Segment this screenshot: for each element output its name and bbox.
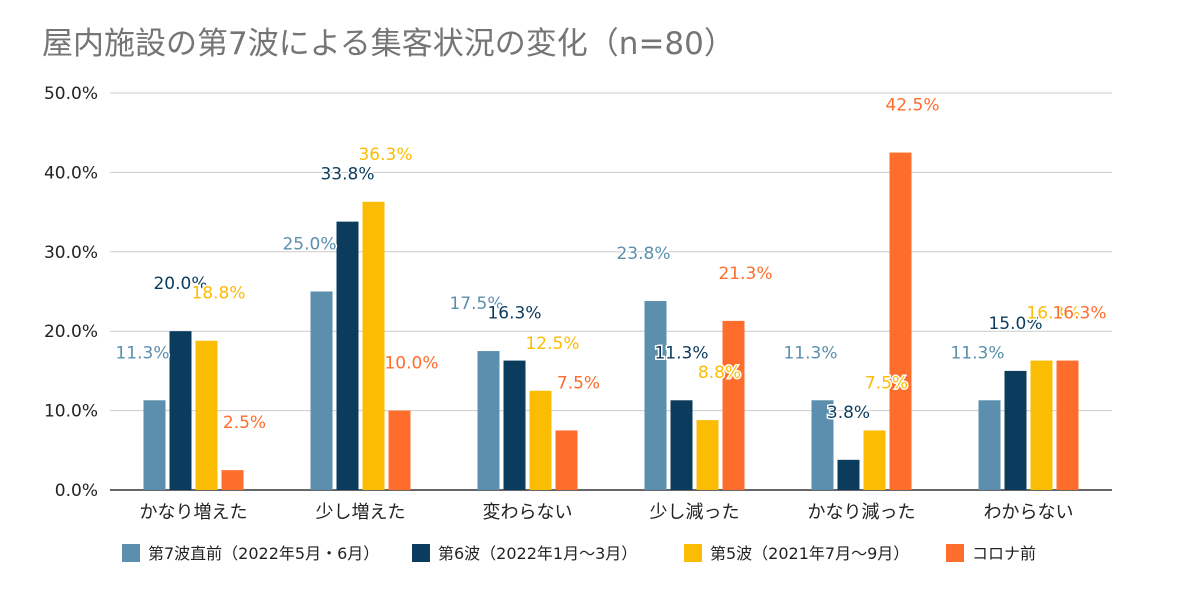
bar	[143, 400, 166, 490]
data-label: 23.8%	[616, 244, 670, 264]
data-label: 11.3%	[115, 343, 169, 363]
bar	[221, 470, 244, 490]
bar	[195, 340, 218, 490]
data-label: 18.8%	[191, 284, 245, 304]
bar	[1030, 360, 1053, 490]
bar	[310, 291, 333, 490]
legend-label: 第6波（2022年1月～3月）	[438, 544, 637, 563]
y-tick-label: 40.0%	[44, 163, 98, 183]
data-label: 11.3%	[654, 343, 708, 363]
data-label: 11.3%	[783, 343, 837, 363]
gridlines: 0.0% 10.0% 20.0% 30.0% 40.0% 50.0%	[44, 84, 1112, 501]
bar	[889, 152, 912, 491]
legend-swatch	[684, 544, 702, 562]
bar	[529, 390, 552, 490]
bar	[1056, 360, 1079, 490]
bar	[555, 430, 578, 490]
y-tick-label: 0.0%	[55, 481, 98, 501]
bar	[811, 400, 834, 490]
category-labels: かなり増えた 少し増えた 変わらない 少し減った かなり減った わからない	[140, 502, 1074, 523]
data-label: 21.3%	[718, 264, 772, 284]
category-label: かなり増えた	[140, 502, 248, 523]
category-label: わからない	[984, 502, 1074, 523]
data-label: 12.5%	[525, 334, 579, 354]
data-label: 7.5%	[557, 373, 600, 393]
data-label: 7.5%	[865, 373, 908, 393]
data-label: 36.3%	[358, 145, 412, 165]
data-label: 25.0%	[282, 235, 336, 255]
legend-swatch	[946, 544, 964, 562]
bar	[1004, 370, 1027, 490]
legend: 第7波直前（2022年5月・6月） 第6波（2022年1月～3月） 第5波（2021…	[122, 544, 1036, 563]
y-tick-label: 20.0%	[44, 322, 98, 342]
data-label: 17.5%	[449, 294, 503, 314]
bar	[477, 351, 500, 490]
data-label: 15.0%	[988, 314, 1042, 334]
data-label: 33.8%	[320, 165, 374, 185]
y-tick-label: 10.0%	[44, 402, 98, 422]
bar	[336, 221, 359, 491]
legend-swatch	[122, 544, 140, 562]
bar	[169, 331, 192, 490]
data-label: 3.8%	[827, 403, 870, 423]
y-tick-label: 50.0%	[44, 84, 98, 104]
y-tick-label: 30.0%	[44, 243, 98, 263]
data-label: 10.0%	[384, 354, 438, 374]
legend-label: 第7波直前（2022年5月・6月）	[148, 544, 379, 563]
bar	[863, 430, 886, 490]
legend-label: 第5波（2021年7月～9月）	[710, 544, 909, 563]
bar	[696, 420, 719, 490]
data-label: 20.0%	[153, 274, 207, 294]
data-label: 8.8%	[698, 363, 741, 383]
data-label: 16.3%	[1052, 304, 1106, 324]
bar	[837, 459, 860, 490]
bar	[362, 201, 385, 490]
category-label: 変わらない	[483, 502, 573, 523]
data-label: 11.3%	[950, 343, 1004, 363]
bar	[503, 360, 526, 490]
data-label: 16.3%	[487, 304, 541, 324]
data-label: 16.3%	[1026, 304, 1080, 324]
bar	[670, 400, 693, 490]
data-labels: 11.3% 20.0%18.8% 2.5% 25.0% 33.8%36.3% 10.0% 1…	[114, 94, 1108, 435]
category-label: 少し減った	[650, 502, 740, 523]
bar	[978, 400, 1001, 490]
legend-swatch	[412, 544, 430, 562]
bar	[388, 410, 411, 490]
data-label: 2.5%	[223, 413, 266, 433]
bar	[722, 320, 745, 490]
category-label: 少し増えた	[316, 502, 406, 523]
data-label: 42.5%	[885, 96, 939, 116]
bars	[143, 152, 1079, 491]
legend-label: コロナ前	[972, 544, 1036, 563]
category-label: かなり減った	[808, 502, 916, 523]
chart-title: 屋内施設の第7波による集客状況の変化（n=80）	[42, 26, 735, 62]
bar	[644, 301, 667, 490]
